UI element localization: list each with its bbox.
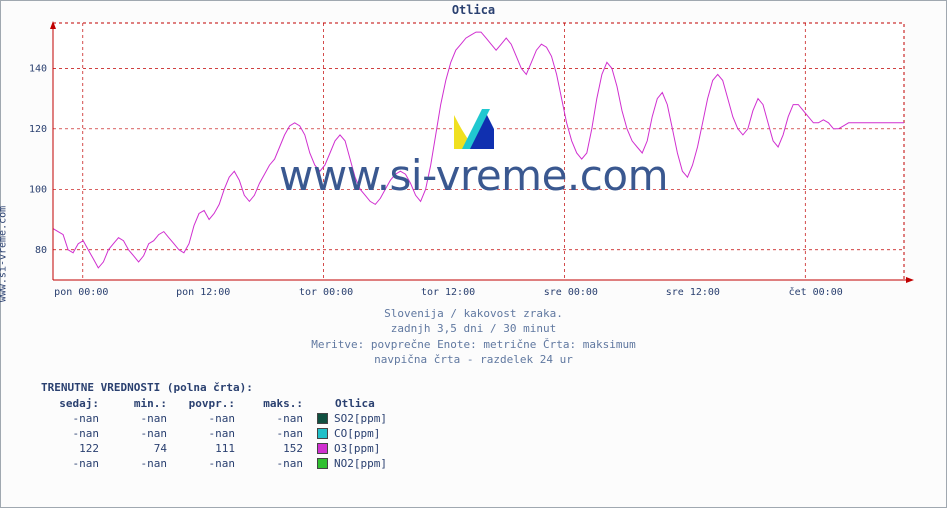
- series-label: NO2[ppm]: [334, 457, 387, 470]
- subtitle-line: Slovenija / kakovost zraka.: [1, 306, 946, 321]
- table-cell: 111: [177, 442, 245, 455]
- table-cell: -nan: [177, 427, 245, 440]
- color-swatch: [317, 428, 328, 439]
- table-cell: -nan: [109, 427, 177, 440]
- table-cell: -nan: [245, 457, 313, 470]
- subtitle-line: Meritve: povprečne Enote: metrične Črta:…: [1, 337, 946, 352]
- svg-text:120: 120: [29, 124, 47, 135]
- x-tick-label: pon 00:00: [54, 287, 108, 298]
- table-row: -nan-nan-nan-nanCO[ppm]: [41, 426, 387, 441]
- series-label: O3[ppm]: [334, 442, 380, 455]
- table-header-cell: min.:: [109, 397, 177, 410]
- table-cell: 74: [109, 442, 177, 455]
- x-axis-ticks: pon 00:00 pon 12:00 tor 00:00 tor 12:00 sre …: [51, 287, 916, 301]
- x-tick-label: tor 12:00: [421, 287, 475, 298]
- x-tick-label: sre 12:00: [666, 287, 720, 298]
- values-table: TRENUTNE VREDNOSTI (polna črta): sedaj:m…: [41, 381, 387, 471]
- table-header-cell: maks.:: [245, 397, 313, 410]
- table-cell: 122: [41, 442, 109, 455]
- series-label: CO[ppm]: [334, 427, 380, 440]
- subtitle-line: zadnjh 3,5 dni / 30 minut: [1, 321, 946, 336]
- table-cell: -nan: [41, 457, 109, 470]
- series-label: SO2[ppm]: [334, 412, 387, 425]
- table-title: TRENUTNE VREDNOSTI (polna črta):: [41, 381, 387, 394]
- subtitle-block: Slovenija / kakovost zraka.zadnjh 3,5 dn…: [1, 306, 946, 368]
- table-cell: -nan: [177, 412, 245, 425]
- table-header-cell: Otlica: [335, 397, 375, 410]
- color-swatch: [317, 458, 328, 469]
- table-row: 12274111152 O3[ppm]: [41, 441, 387, 456]
- table-header-cell: sedaj:: [41, 397, 109, 410]
- table-header-cell: povpr.:: [177, 397, 245, 410]
- table-row: -nan-nan-nan-nanSO2[ppm]: [41, 411, 387, 426]
- table-cell: -nan: [41, 427, 109, 440]
- table-cell: -nan: [177, 457, 245, 470]
- table-cell: 152: [245, 442, 313, 455]
- plot-area: 80100120140: [51, 19, 916, 284]
- table-cell: -nan: [109, 412, 177, 425]
- chart-title: Otlica: [1, 3, 946, 17]
- table-row: -nan-nan-nan-nanNO2[ppm]: [41, 456, 387, 471]
- subtitle-line: navpična črta - razdelek 24 ur: [1, 352, 946, 367]
- x-tick-label: pon 12:00: [176, 287, 230, 298]
- color-swatch: [317, 413, 328, 424]
- svg-text:100: 100: [29, 184, 47, 195]
- table-cell: -nan: [109, 457, 177, 470]
- side-label: www.si-vreme.com: [0, 206, 9, 302]
- chart-container: www.si-vreme.com Otlica 80100120140 pon …: [1, 1, 946, 507]
- color-swatch: [317, 443, 328, 454]
- svg-text:140: 140: [29, 63, 47, 74]
- table-cell: -nan: [245, 427, 313, 440]
- x-tick-label: čet 00:00: [789, 287, 843, 298]
- table-cell: -nan: [41, 412, 109, 425]
- table-header-row: sedaj:min.:povpr.:maks.: Otlica: [41, 396, 387, 411]
- x-tick-label: tor 00:00: [299, 287, 353, 298]
- table-cell: -nan: [245, 412, 313, 425]
- svg-text:80: 80: [35, 245, 47, 256]
- x-tick-label: sre 00:00: [544, 287, 598, 298]
